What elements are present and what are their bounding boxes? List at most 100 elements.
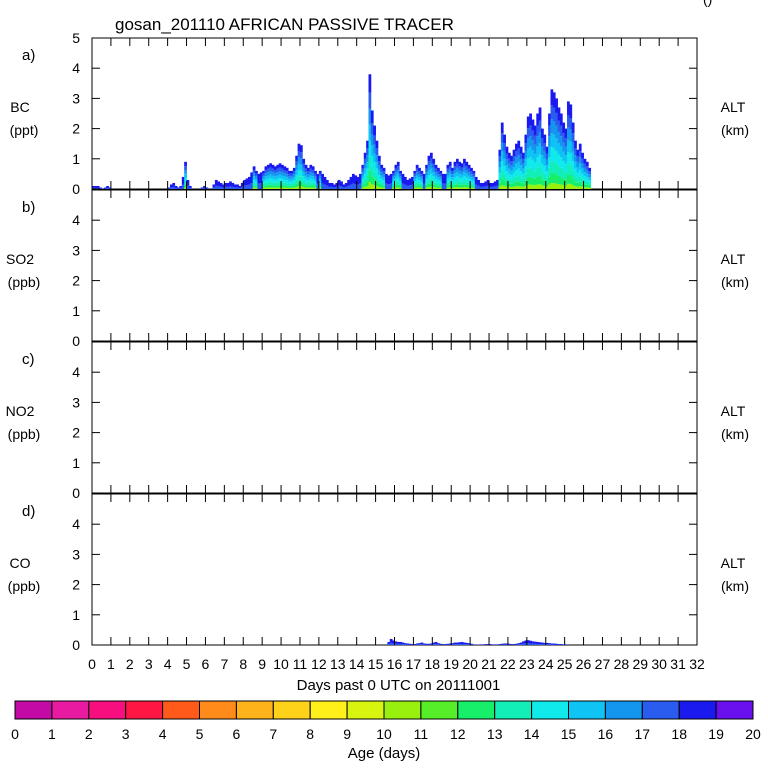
bar-segment — [323, 176, 327, 185]
bar-segment — [524, 643, 528, 645]
bar — [489, 182, 492, 189]
bar-segment — [581, 183, 584, 187]
bar-segment — [403, 176, 407, 185]
bar-segment — [512, 167, 516, 173]
bar — [229, 181, 232, 189]
bar-segment — [368, 170, 372, 183]
bar — [99, 187, 102, 189]
bar-segment — [517, 161, 521, 169]
bar-segment — [304, 182, 308, 186]
bar-segment — [503, 173, 506, 181]
bar-segment — [541, 128, 544, 139]
bar — [541, 642, 544, 645]
bar-segment — [96, 185, 100, 188]
bar-segment — [302, 163, 306, 168]
bar-segment — [224, 186, 228, 189]
bar-segment — [297, 181, 301, 187]
bar-segment — [515, 176, 518, 182]
bar-segment — [564, 128, 568, 139]
bar-segment — [337, 179, 341, 186]
bar — [103, 187, 107, 189]
y-axis-unit: (ppt) — [10, 122, 39, 138]
bar-segment — [415, 168, 419, 173]
bar-segment — [463, 167, 466, 173]
bar — [524, 640, 528, 645]
bar-segment — [375, 181, 379, 187]
bar-segment — [437, 185, 440, 188]
bar-segment — [439, 170, 443, 174]
bar-segment — [271, 168, 275, 173]
bar — [387, 175, 391, 189]
bar-segment — [309, 178, 313, 183]
bar-segment — [581, 152, 584, 159]
bar-segment — [177, 187, 180, 189]
bar-segment — [427, 165, 431, 171]
colorbar-swatch — [51, 700, 90, 720]
bar — [515, 143, 518, 189]
bar-segment — [455, 180, 459, 185]
bar-segment — [399, 186, 402, 188]
bar — [484, 181, 488, 189]
bar — [564, 644, 568, 645]
bar-segment — [503, 158, 506, 167]
bar-segment — [351, 173, 355, 184]
y-axis-label: BC — [10, 99, 29, 115]
bar-segment — [578, 150, 582, 158]
bar — [460, 163, 464, 189]
bar — [330, 182, 334, 189]
bar-segment — [309, 168, 313, 173]
bar-segment — [552, 92, 556, 108]
bar-segment — [281, 168, 284, 173]
bar-segment — [505, 177, 509, 183]
bar-segment — [252, 176, 256, 180]
panel-no2: 0 1 2 3 4 c) NO2 (ppb) ALT (km) — [6, 341, 749, 501]
bar-segment — [474, 176, 478, 185]
bar-segment — [538, 154, 542, 167]
bar-segment — [266, 172, 270, 176]
bar-segment — [444, 173, 447, 184]
bar-segment — [167, 187, 171, 189]
bar-segment — [181, 176, 185, 185]
bar-segment — [427, 643, 431, 645]
bar-segment — [526, 643, 530, 645]
bar — [203, 185, 206, 189]
bar-segment — [250, 172, 254, 184]
bar-segment — [273, 187, 277, 189]
bar-segment — [245, 185, 249, 189]
bar-segment — [498, 644, 502, 645]
bar-segment — [200, 187, 204, 189]
y-axis-unit: (ppb) — [8, 274, 41, 290]
bar — [429, 152, 433, 189]
bar — [297, 143, 301, 189]
bar-segment — [354, 175, 358, 185]
bar-segment — [432, 187, 436, 189]
bar-segment — [108, 187, 112, 189]
bar-segment — [262, 183, 265, 187]
panel-label: a) — [22, 47, 35, 64]
bar-segment — [368, 74, 372, 93]
bar — [507, 643, 511, 645]
bar-segment — [552, 134, 556, 149]
bar-segment — [427, 179, 431, 184]
bar-segment — [437, 171, 440, 175]
bar-segment — [455, 167, 459, 173]
bar — [479, 182, 483, 189]
bar — [533, 641, 537, 645]
bar — [415, 164, 419, 189]
colorbar-swatch — [88, 700, 127, 720]
bar-segment — [290, 173, 294, 177]
panel-so2: 0 1 2 3 4 b) SO2 (ppb) ALT (km) — [6, 189, 749, 349]
bar-segment — [311, 187, 315, 189]
bar-segment — [396, 641, 400, 644]
bar-segment — [377, 170, 381, 176]
bar — [418, 643, 421, 645]
bar-segment — [295, 170, 298, 176]
bar-segment — [522, 183, 525, 187]
bar — [455, 158, 459, 189]
bar-segment — [455, 642, 459, 645]
bar — [226, 182, 230, 189]
bar-segment — [439, 186, 443, 188]
bar-segment — [465, 161, 469, 167]
bar-segment — [226, 182, 230, 187]
bar-segment — [382, 185, 386, 188]
